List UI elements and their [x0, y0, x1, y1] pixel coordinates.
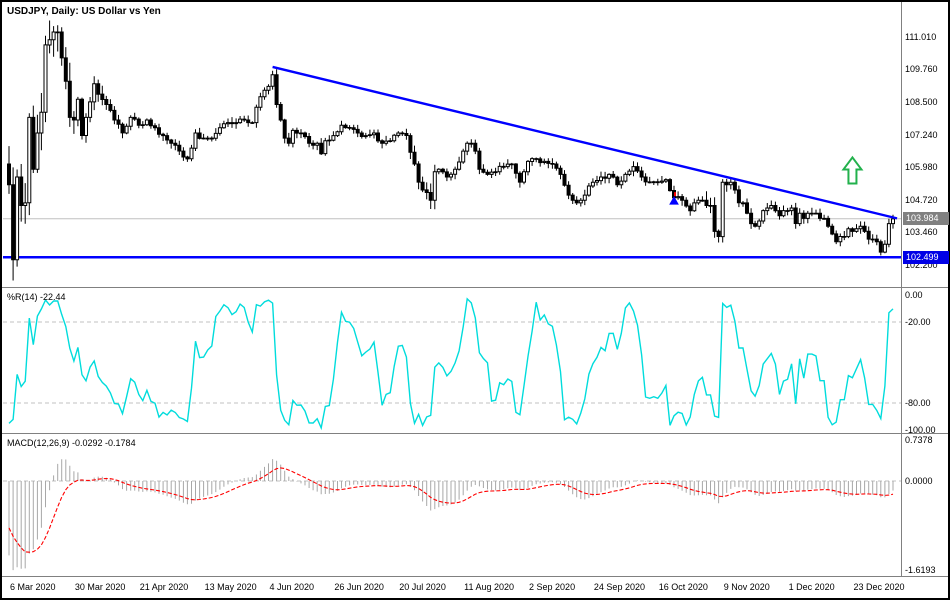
blue-red-marker[interactable]: [669, 196, 679, 205]
current-price-badge: 103.984: [903, 212, 949, 226]
candlestick-series: [7, 20, 895, 281]
descending-trendline[interactable]: [272, 65, 898, 220]
macd-indicator-label: MACD(12,26,9) -0.0292 -0.1784: [7, 438, 136, 448]
candle-wicks: [8, 20, 894, 281]
level-price-badge: 102.499: [903, 250, 949, 264]
bull-candle-bodies: [15, 31, 895, 261]
chart-title: USDJPY, Daily: US Dollar vs Yen: [7, 6, 161, 17]
percent-r-line: [8, 297, 894, 431]
macd-histogram: [8, 459, 894, 571]
macd-signal-line: [8, 467, 894, 553]
bear-candle-bodies: [7, 31, 883, 261]
percent-r-indicator-label: %R(14) -22.44: [7, 292, 66, 302]
green-up-arrow[interactable]: [841, 155, 864, 185]
